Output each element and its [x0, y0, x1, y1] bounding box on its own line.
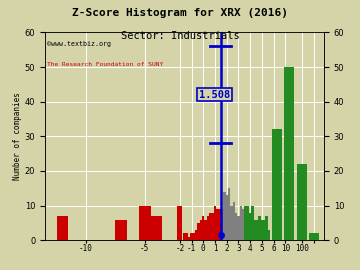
Bar	[230, 206, 233, 240]
Bar	[297, 164, 307, 240]
Bar	[139, 206, 150, 240]
Bar	[251, 206, 254, 240]
Bar	[247, 206, 249, 240]
Bar	[249, 212, 251, 240]
Bar	[284, 67, 294, 240]
Bar	[193, 233, 195, 240]
Bar	[57, 216, 68, 240]
Bar	[242, 209, 244, 240]
Bar	[223, 192, 225, 240]
Text: ©www.textbiz.org: ©www.textbiz.org	[48, 41, 111, 47]
Bar	[265, 216, 268, 240]
Bar	[225, 195, 228, 240]
Bar	[221, 209, 223, 240]
Text: The Research Foundation of SUNY: The Research Foundation of SUNY	[48, 62, 163, 67]
Bar	[256, 220, 258, 240]
Bar	[309, 233, 319, 240]
Bar	[228, 188, 230, 240]
Bar	[233, 202, 235, 240]
Bar	[272, 129, 282, 240]
Bar	[209, 212, 211, 240]
Bar	[216, 209, 219, 240]
Bar	[200, 220, 202, 240]
Text: Z-Score Histogram for XRX (2016): Z-Score Histogram for XRX (2016)	[72, 8, 288, 18]
Bar	[263, 220, 265, 240]
Bar	[150, 216, 162, 240]
Bar	[183, 233, 188, 240]
Bar	[190, 233, 193, 240]
Bar	[202, 216, 204, 240]
Bar	[195, 230, 197, 240]
Bar	[235, 212, 237, 240]
Text: 1.508: 1.508	[199, 90, 230, 100]
Bar	[258, 216, 261, 240]
Y-axis label: Number of companies: Number of companies	[13, 92, 22, 180]
Text: Sector: Industrials: Sector: Industrials	[121, 31, 239, 41]
Bar	[197, 223, 200, 240]
Bar	[115, 220, 127, 240]
Bar	[214, 206, 216, 240]
Bar	[219, 209, 221, 240]
Bar	[211, 212, 214, 240]
Bar	[177, 206, 182, 240]
Bar	[204, 220, 207, 240]
Bar	[188, 237, 190, 240]
Bar	[237, 216, 240, 240]
Bar	[240, 206, 242, 240]
Bar	[207, 216, 209, 240]
Bar	[268, 230, 270, 240]
Bar	[244, 206, 247, 240]
Bar	[254, 220, 256, 240]
Bar	[261, 220, 263, 240]
